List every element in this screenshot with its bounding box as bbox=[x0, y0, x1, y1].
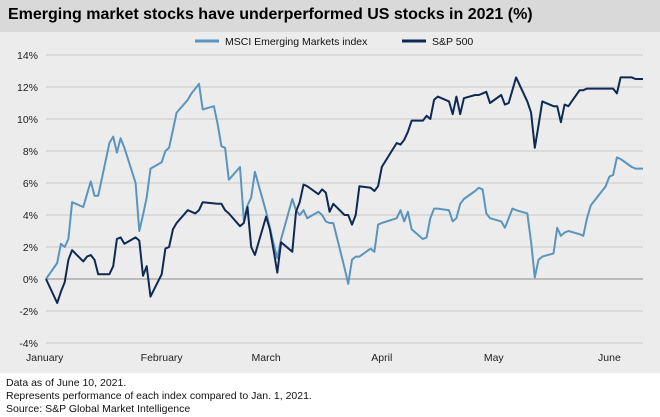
x-tick-label: June bbox=[598, 352, 621, 364]
y-tick-label: 14% bbox=[17, 50, 38, 62]
y-tick-label: 8% bbox=[23, 146, 38, 158]
y-tick-label: 6% bbox=[23, 178, 38, 190]
x-tick-label: January bbox=[26, 352, 64, 364]
footnote-data-date: Data as of June 10, 2021. bbox=[6, 377, 127, 389]
footnotes: Data as of June 10, 2021. Represents per… bbox=[6, 377, 312, 416]
legend-label: MSCI Emerging Markets index bbox=[225, 36, 368, 48]
line-chart: -4% -2% 0% 2% 4% 6% 8% 10% 12% 14% January February… bbox=[17, 36, 643, 364]
x-tick-label: February bbox=[141, 352, 184, 364]
y-tick-label: 0% bbox=[23, 274, 38, 286]
footnote-methodology: Represents performance of each index com… bbox=[6, 390, 312, 402]
y-tick-label: 2% bbox=[23, 242, 38, 254]
x-tick-label: May bbox=[484, 352, 505, 364]
x-tick-label: April bbox=[371, 352, 392, 364]
y-tick-label: -2% bbox=[19, 306, 38, 318]
chart-title: Emerging market stocks have underperform… bbox=[0, 0, 660, 32]
chart-panel bbox=[0, 32, 660, 373]
y-tick-label: 10% bbox=[17, 114, 38, 126]
y-tick-label: -4% bbox=[19, 338, 38, 350]
x-tick-label: March bbox=[252, 352, 281, 364]
y-tick-label: 12% bbox=[17, 82, 38, 94]
series-line-sp500 bbox=[45, 76, 643, 304]
footnote-source: Source: S&P Global Market Intelligence bbox=[6, 403, 191, 415]
legend-label: S&P 500 bbox=[432, 36, 473, 48]
y-tick-label: 4% bbox=[23, 210, 38, 222]
series-line-msci bbox=[45, 82, 643, 285]
